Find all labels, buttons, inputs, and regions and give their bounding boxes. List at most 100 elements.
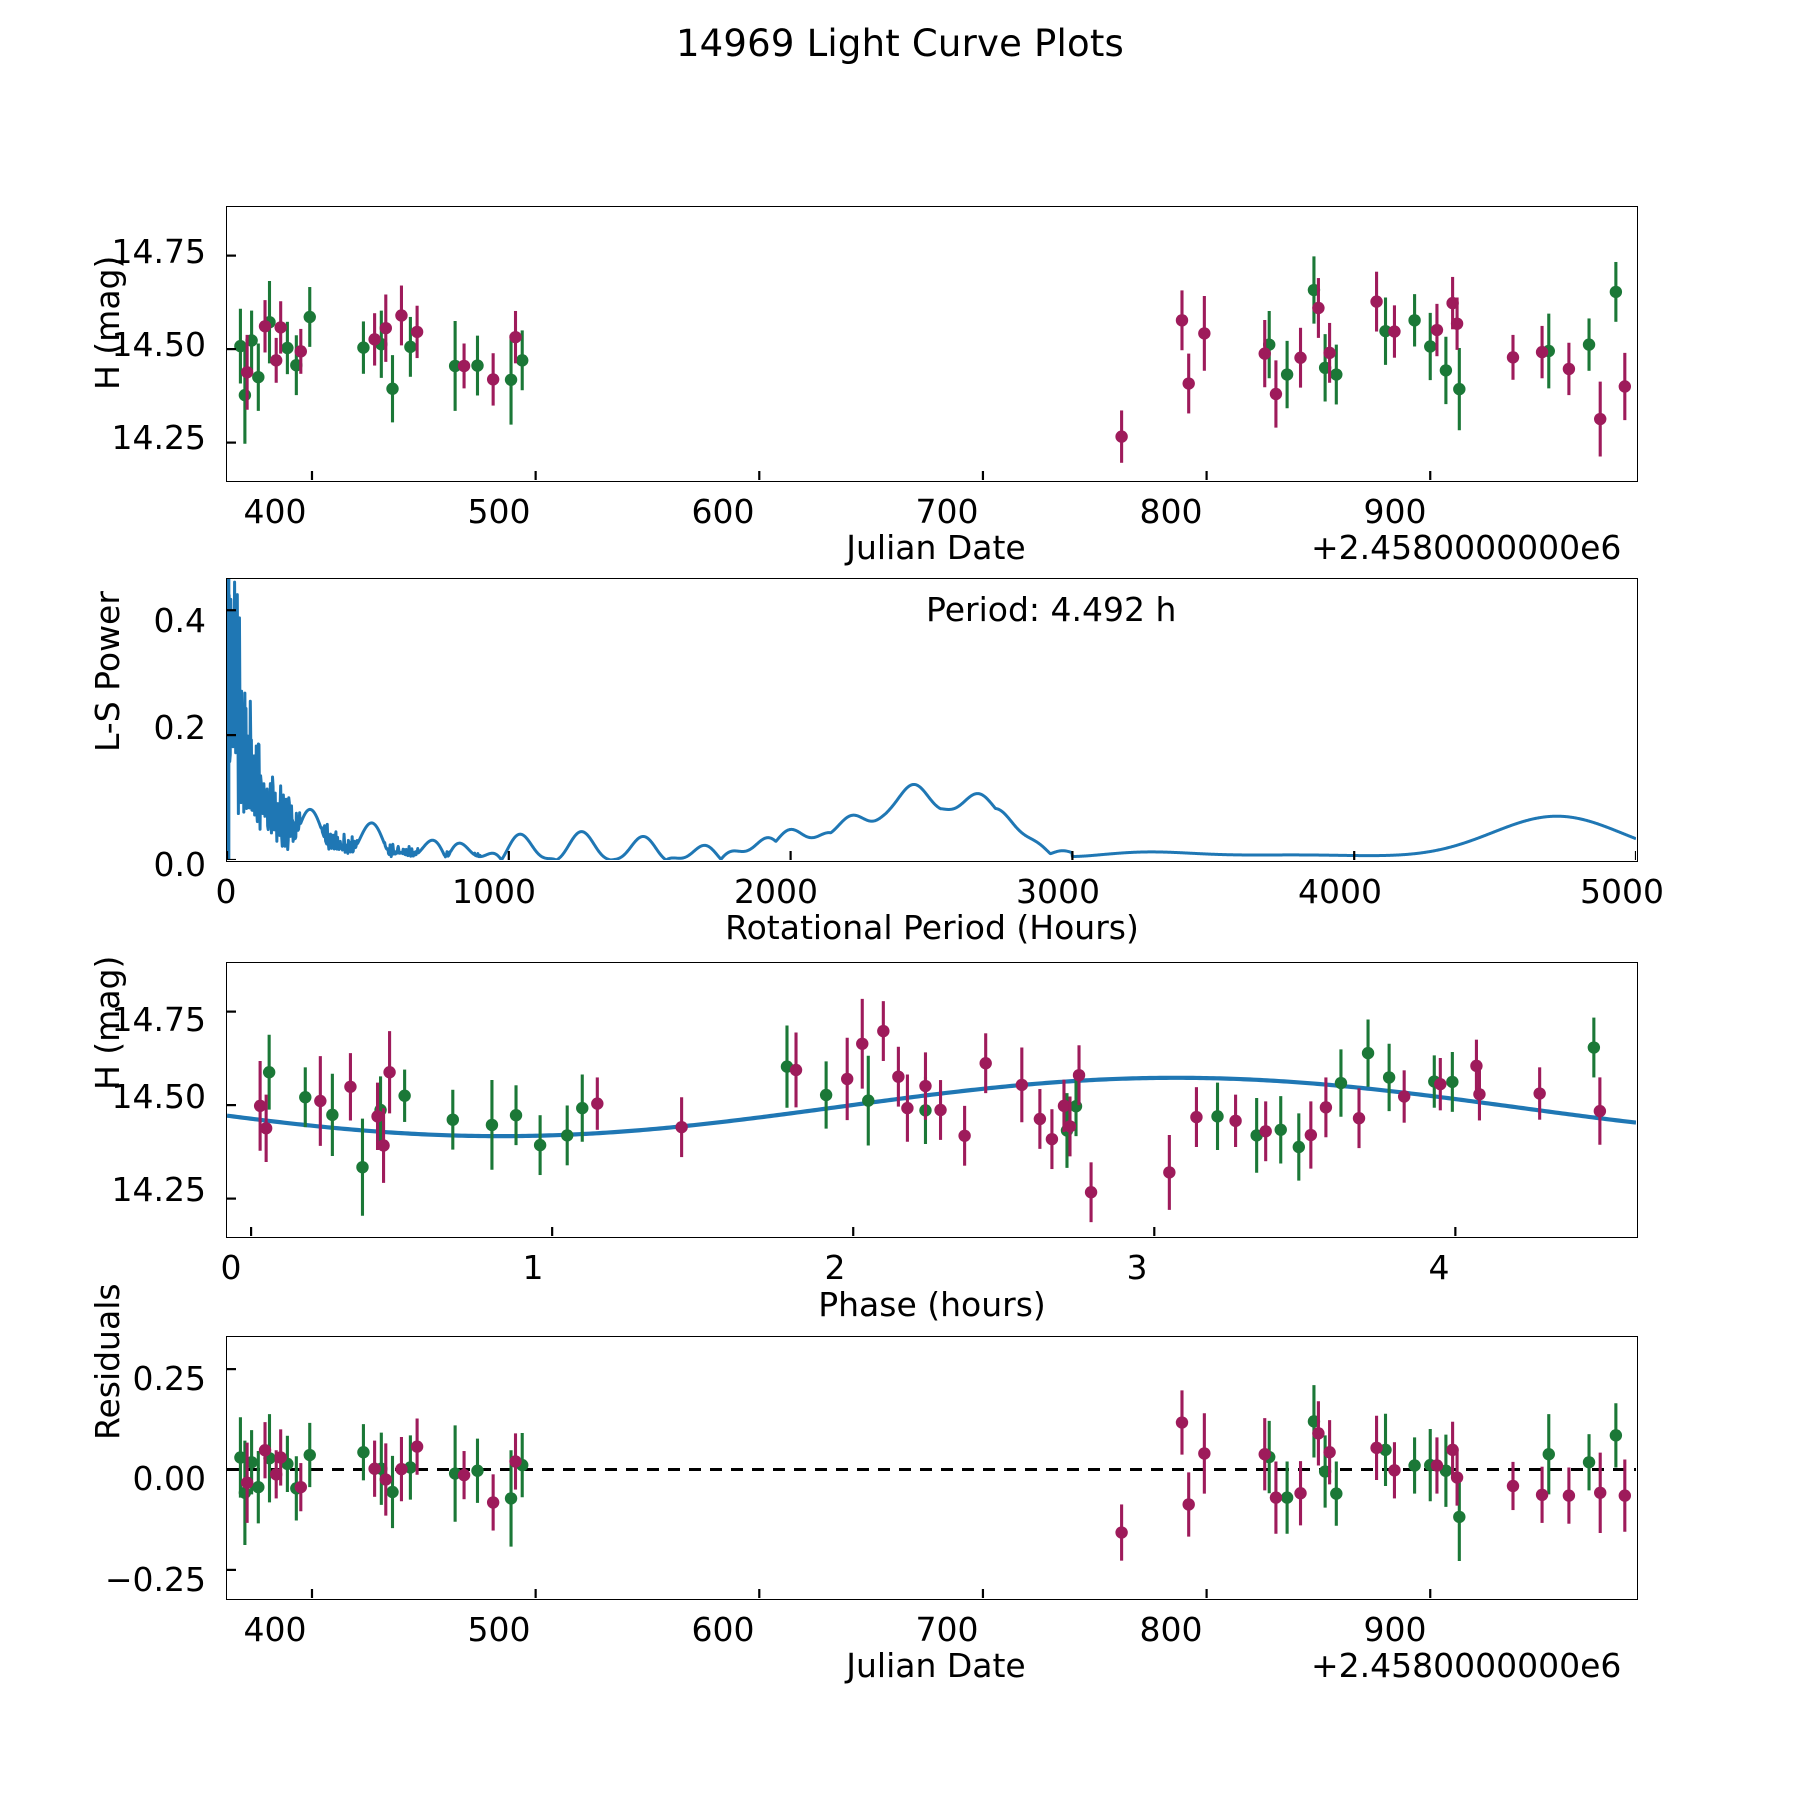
data-point — [1430, 323, 1444, 337]
data-point — [877, 1024, 890, 1038]
data-point — [1609, 1429, 1623, 1442]
panel-periodogram-plot — [227, 579, 1636, 860]
data-point — [1594, 1486, 1607, 1499]
data-point — [1330, 368, 1343, 381]
data-point — [314, 1094, 327, 1108]
data-point — [410, 1440, 424, 1453]
panel-lightcurve-plot — [227, 254, 1632, 480]
data-point — [1450, 1471, 1464, 1484]
panel-periodogram-axes — [226, 578, 1638, 862]
data-point — [675, 1120, 688, 1134]
data-point — [1045, 1132, 1059, 1146]
data-point — [404, 340, 417, 354]
data-point — [509, 1455, 522, 1468]
data-point — [1535, 1488, 1549, 1502]
data-point — [1312, 301, 1325, 315]
data-point — [1609, 285, 1623, 299]
data-point — [1259, 1125, 1272, 1138]
data-point — [1033, 1112, 1047, 1126]
data-point — [1439, 364, 1453, 377]
panel-phase-ytick-2: 14.25 — [111, 1170, 206, 1209]
data-point — [1198, 1447, 1211, 1460]
data-point — [303, 1448, 316, 1462]
data-point — [1294, 1486, 1307, 1500]
data-point — [1258, 347, 1271, 360]
data-point — [1453, 382, 1466, 396]
data-point — [383, 1066, 396, 1079]
panel-lightcurve-xtick-2: 600 — [691, 492, 755, 531]
data-point — [471, 359, 484, 372]
data-point — [368, 333, 381, 346]
panel-residuals-ytick-0: 0.25 — [132, 1359, 206, 1398]
data-point — [1229, 1114, 1242, 1128]
data-point — [270, 354, 283, 367]
panel-periodogram-xtick-0: 0 — [215, 872, 237, 911]
data-point — [1175, 1416, 1189, 1429]
data-point — [1562, 1489, 1576, 1502]
data-point — [294, 1480, 308, 1494]
panel-lightcurve-x-offset: +2.4580000000e6 — [1311, 528, 1622, 567]
data-point — [1453, 1510, 1466, 1524]
panel-residuals-xtick-3: 700 — [915, 1610, 979, 1649]
data-point — [368, 1462, 381, 1475]
data-point — [486, 373, 500, 386]
data-point — [1330, 1487, 1343, 1500]
data-point — [1361, 1046, 1375, 1060]
panel-residuals-x-offset: +2.4580000000e6 — [1311, 1646, 1622, 1685]
data-point — [357, 341, 370, 354]
data-point — [901, 1101, 914, 1115]
panel-periodogram-xtick-5: 5000 — [1580, 872, 1664, 911]
data-point — [274, 321, 287, 334]
panel-phase-xtick-0: 0 — [220, 1248, 242, 1287]
data-point — [919, 1079, 932, 1093]
data-point — [1439, 1464, 1453, 1477]
data-point — [819, 1088, 833, 1102]
data-point — [958, 1129, 971, 1142]
panel-residuals-xlabel: Julian Date — [846, 1646, 1026, 1685]
data-point — [841, 1072, 854, 1086]
data-point — [1182, 1498, 1195, 1511]
data-point — [1115, 1526, 1128, 1539]
data-point — [371, 1110, 384, 1123]
panel-residuals-xtick-4: 800 — [1139, 1610, 1203, 1649]
data-point — [934, 1103, 947, 1117]
periodogram-trace — [227, 580, 1636, 860]
data-point — [1594, 412, 1607, 426]
panel-residuals-xtick-5: 900 — [1363, 1610, 1427, 1649]
data-point — [356, 1160, 369, 1174]
data-point — [1388, 325, 1401, 338]
data-point — [862, 1094, 875, 1107]
data-point — [448, 359, 462, 373]
data-point — [274, 1451, 287, 1464]
data-point — [1434, 1077, 1447, 1091]
panel-lightcurve-xtick-5: 900 — [1363, 492, 1427, 531]
data-point — [1258, 1448, 1271, 1461]
panel-residuals-xtick-2: 600 — [691, 1610, 755, 1649]
panel-periodogram-xlabel: Rotational Period (Hours) — [725, 908, 1139, 947]
panel-lightcurve-xlabel: Julian Date — [846, 528, 1026, 567]
data-point — [379, 321, 392, 335]
data-point — [1015, 1078, 1029, 1092]
data-point — [1292, 1140, 1306, 1154]
data-point — [377, 1139, 390, 1152]
panel-lightcurve-xtick-3: 700 — [915, 492, 979, 531]
data-point — [258, 1444, 272, 1457]
data-point — [379, 1473, 392, 1486]
data-point — [1408, 1459, 1421, 1472]
panel-lightcurve-ytick-0: 14.75 — [111, 232, 206, 271]
data-point — [240, 1476, 254, 1489]
data-point — [1182, 377, 1195, 390]
data-point — [516, 354, 529, 367]
panel-phase-plot — [227, 998, 1636, 1236]
panel-lightcurve-xtick-4: 800 — [1139, 492, 1203, 531]
figure-title: 14969 Light Curve Plots — [675, 22, 1125, 65]
data-point — [294, 345, 308, 358]
data-point — [1618, 380, 1632, 393]
data-point — [1198, 327, 1211, 340]
panel-periodogram-ytick-2: 0.0 — [153, 845, 206, 884]
data-point — [979, 1057, 992, 1070]
panel-residuals-plot — [227, 1368, 1636, 1598]
data-point — [410, 325, 424, 339]
data-point — [395, 1462, 408, 1476]
